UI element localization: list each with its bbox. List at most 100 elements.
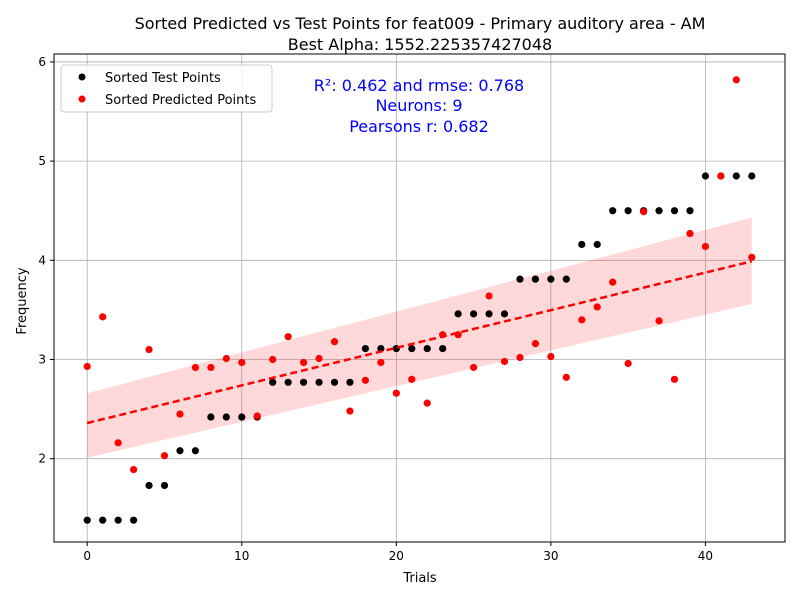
y-tick-label: 6 — [38, 55, 46, 69]
test-point — [655, 207, 663, 215]
predicted-point — [176, 410, 184, 418]
predicted-point — [609, 278, 617, 286]
x-tick-label: 30 — [543, 549, 558, 563]
predicted-point — [717, 172, 725, 180]
chart-title: Sorted Predicted vs Test Points for feat… — [135, 14, 706, 33]
predicted-point — [423, 399, 431, 407]
predicted-point — [269, 355, 277, 364]
test-point — [562, 275, 570, 283]
predicted-point — [253, 412, 261, 420]
predicted-point — [686, 229, 694, 238]
test-point — [454, 310, 462, 318]
test-point — [315, 378, 323, 386]
predicted-point — [284, 333, 292, 341]
y-tick-label: 2 — [38, 452, 46, 466]
predicted-point — [299, 358, 308, 367]
test-point — [83, 516, 91, 524]
y-axis-label: Frequency — [15, 267, 30, 334]
predicted-point — [578, 316, 586, 324]
predicted-point — [516, 353, 524, 362]
legend-marker-predicted — [78, 95, 86, 103]
legend-marker-test — [78, 73, 86, 81]
test-point — [732, 172, 740, 180]
y-tick-label: 4 — [38, 253, 46, 267]
confidence-band — [87, 217, 752, 458]
test-point — [547, 275, 555, 283]
y-tick-label: 5 — [38, 154, 46, 168]
test-point — [609, 207, 617, 215]
predicted-point — [593, 303, 601, 311]
predicted-point — [160, 452, 169, 460]
test-point — [408, 344, 416, 353]
grid-lines — [54, 54, 785, 542]
predicted-point — [639, 208, 648, 216]
test-point — [686, 207, 694, 215]
annotation-neurons: Neurons: 9 — [375, 96, 462, 115]
predicted-point — [330, 338, 339, 346]
test-point — [377, 344, 385, 353]
regression-line-path — [86, 260, 753, 425]
axis-ticks: 0 10 20 30 40 2 3 4 5 6 — [38, 55, 713, 563]
predicted-point — [469, 363, 478, 372]
predicted-point — [562, 373, 570, 381]
confidence-band-area — [87, 217, 752, 458]
predicted-point — [624, 359, 632, 368]
test-point — [439, 344, 447, 353]
test-point — [500, 310, 509, 318]
test-point — [531, 275, 540, 283]
plot-frame — [53, 53, 786, 543]
predicted-point — [748, 253, 756, 261]
predicted-point — [701, 242, 710, 251]
legend-box — [60, 64, 273, 113]
predicted-point — [346, 407, 354, 415]
test-point — [191, 447, 200, 455]
test-point — [160, 481, 169, 490]
legend-label-predicted: Sorted Predicted Points — [105, 93, 256, 108]
predicted-point — [732, 76, 740, 84]
test-point — [748, 172, 756, 180]
test-point — [129, 516, 138, 524]
test-point — [330, 378, 339, 386]
predicted-point — [392, 389, 400, 397]
x-tick-label: 20 — [389, 549, 404, 563]
predicted-point — [531, 340, 540, 348]
test-point — [145, 481, 153, 490]
test-point — [284, 378, 292, 386]
x-tick-label: 10 — [234, 549, 249, 563]
test-point — [269, 378, 277, 386]
test-point — [299, 378, 308, 386]
legend-label-test: Sorted Test Points — [105, 71, 221, 86]
test-point — [222, 413, 230, 421]
test-point — [176, 447, 184, 455]
predicted-point — [238, 358, 246, 367]
test-point — [99, 516, 107, 524]
predicted-point — [377, 358, 385, 367]
test-point — [624, 207, 632, 215]
predicted-point — [485, 292, 493, 300]
annotation-r2-rmse: R²: 0.462 and rmse: 0.768 — [314, 76, 524, 95]
predicted-point — [207, 363, 215, 372]
predicted-point — [408, 375, 416, 383]
y-tick-label: 3 — [38, 352, 46, 366]
predicted-point — [670, 375, 679, 383]
predicted-point — [500, 357, 509, 366]
predicted-point — [99, 313, 107, 321]
predicted-point — [547, 352, 555, 361]
test-point — [516, 275, 524, 283]
x-tick-label: 40 — [698, 549, 713, 563]
test-point — [469, 310, 478, 318]
x-tick-label: 0 — [83, 549, 91, 563]
test-point — [423, 344, 431, 353]
test-point — [346, 378, 354, 386]
test-point — [114, 516, 122, 524]
test-point — [361, 344, 370, 353]
stats-annotation: R²: 0.462 and rmse: 0.768 Neurons: 9 Pea… — [314, 76, 524, 136]
predicted-point — [114, 439, 122, 447]
predicted-point — [655, 317, 663, 325]
x-axis-label: Trials — [402, 571, 437, 586]
test-point — [593, 240, 601, 249]
test-point — [578, 240, 586, 249]
predicted-point — [129, 465, 138, 474]
annotation-pearson: Pearsons r: 0.682 — [349, 117, 489, 136]
